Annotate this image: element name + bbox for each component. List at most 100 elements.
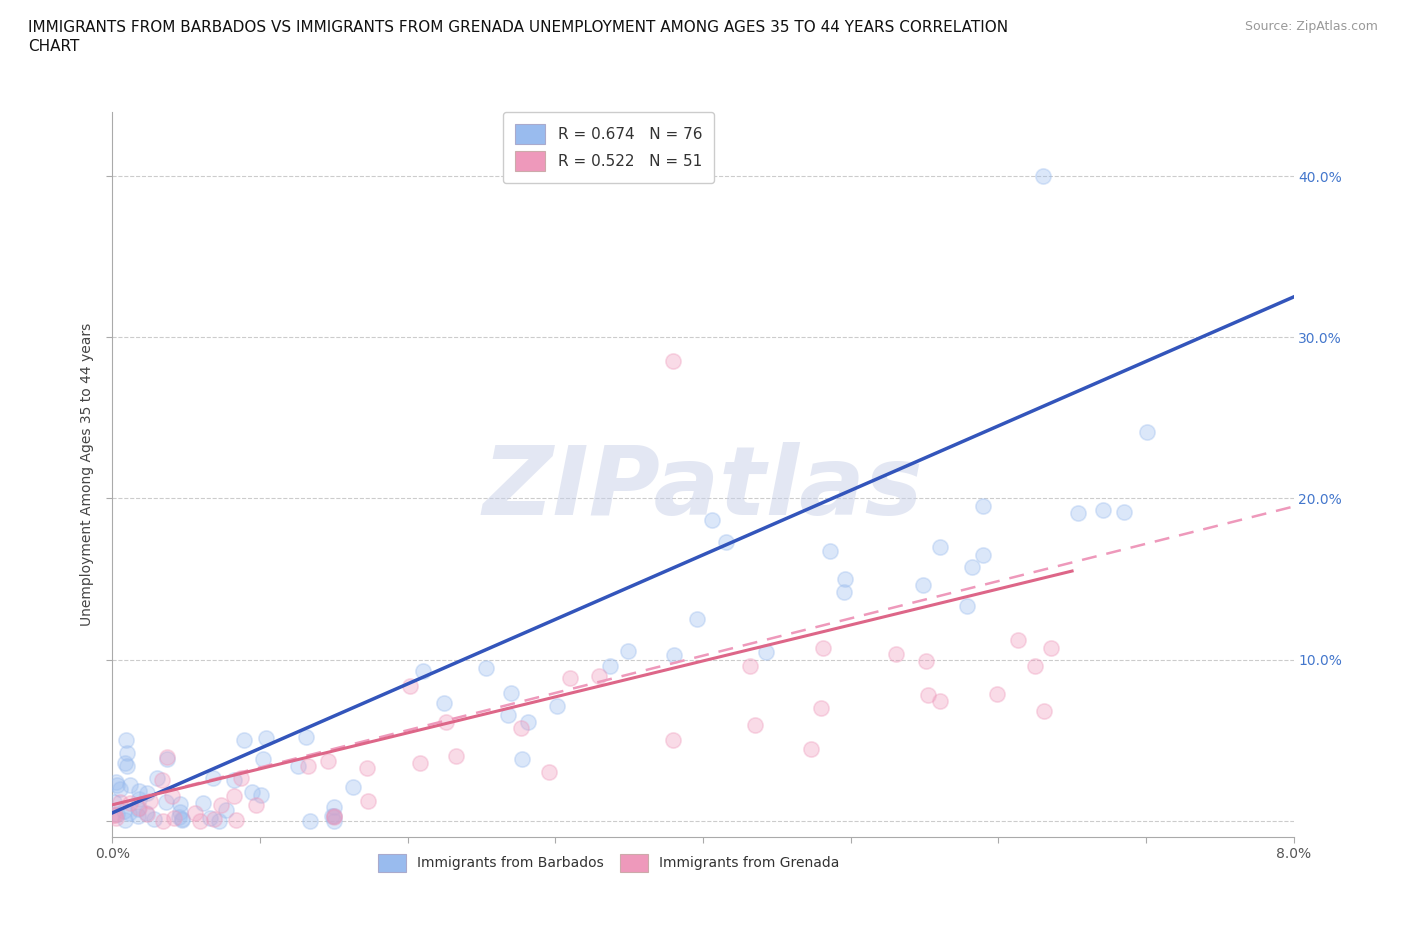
Point (104, 775, 127, 790)
Point (617, 644, 640, 658)
Point (342, 779, 364, 794)
Point (170, 812, 193, 827)
Point (184, 805, 207, 820)
Point (755, 644, 778, 659)
Point (986, 686, 1008, 701)
Point (316, 753, 339, 768)
Point (298, 814, 321, 829)
Point (295, 729, 318, 744)
Point (167, 810, 190, 825)
Point (685, 612, 707, 627)
Point (357, 794, 380, 809)
Point (914, 653, 936, 668)
Point (810, 700, 832, 715)
Point (1040, 641, 1063, 656)
Point (1067, 506, 1090, 521)
Point (172, 812, 194, 827)
Point (117, 746, 139, 761)
Point (198, 810, 221, 825)
Point (1024, 658, 1046, 673)
Point (105, 811, 128, 826)
Point (323, 808, 346, 823)
Point (150, 773, 173, 788)
Point (136, 807, 159, 822)
Point (104, 807, 127, 822)
Point (231, 771, 253, 786)
Point (496, 708, 519, 723)
Y-axis label: Unemployment Among Ages 35 to 44 years: Unemployment Among Ages 35 to 44 years (80, 323, 94, 626)
Point (115, 733, 138, 748)
Point (240, 785, 263, 800)
Point (962, 559, 984, 574)
Point (114, 813, 136, 828)
Point (225, 813, 247, 828)
Point (169, 804, 191, 819)
Point (127, 802, 149, 817)
Point (128, 791, 150, 806)
Point (399, 679, 422, 694)
Point (117, 759, 139, 774)
Point (108, 794, 131, 809)
Point (1007, 632, 1029, 647)
Point (956, 599, 979, 614)
Point (202, 812, 225, 827)
Point (800, 742, 823, 757)
Point (128, 784, 150, 799)
Point (208, 814, 231, 829)
Point (135, 805, 157, 820)
Point (323, 810, 346, 825)
Point (912, 578, 935, 593)
Point (245, 798, 267, 813)
Point (546, 698, 568, 713)
Text: ZIPatlas: ZIPatlas (482, 443, 924, 536)
Point (193, 796, 215, 811)
Point (929, 540, 952, 555)
Point (972, 548, 994, 563)
Point (820, 544, 842, 559)
Point (112, 804, 135, 818)
Point (972, 498, 994, 513)
Text: Source: ZipAtlas.com: Source: ZipAtlas.com (1244, 20, 1378, 33)
Point (599, 658, 621, 673)
Point (1032, 168, 1054, 183)
Point (297, 758, 319, 773)
Point (169, 797, 191, 812)
Point (120, 777, 142, 792)
Point (321, 808, 343, 823)
Point (740, 659, 762, 674)
Point (412, 664, 434, 679)
Legend: Immigrants from Barbados, Immigrants from Grenada: Immigrants from Barbados, Immigrants fro… (373, 848, 845, 877)
Point (156, 751, 179, 766)
Point (163, 811, 186, 826)
Point (224, 789, 246, 804)
Point (101, 807, 124, 822)
Point (1092, 502, 1115, 517)
Point (1033, 703, 1056, 718)
Point (834, 571, 856, 586)
Point (744, 718, 766, 733)
Point (884, 646, 907, 661)
Point (103, 794, 125, 809)
Point (152, 813, 174, 828)
Point (409, 755, 432, 770)
Point (474, 660, 496, 675)
Point (160, 789, 183, 804)
Point (501, 685, 523, 700)
Point (105, 806, 128, 821)
Point (156, 750, 179, 764)
Point (188, 814, 211, 829)
Point (143, 811, 166, 826)
Point (252, 751, 274, 766)
Point (1114, 505, 1136, 520)
Point (917, 688, 939, 703)
Point (118, 795, 141, 810)
Point (1136, 424, 1159, 439)
Point (215, 803, 238, 817)
Point (127, 808, 149, 823)
Point (138, 794, 160, 809)
Point (136, 786, 159, 801)
Point (509, 720, 531, 735)
Point (146, 771, 169, 786)
Point (108, 782, 131, 797)
Text: IMMIGRANTS FROM BARBADOS VS IMMIGRANTS FROM GRENADA UNEMPLOYMENT AMONG AGES 35 T: IMMIGRANTS FROM BARBADOS VS IMMIGRANTS F… (28, 20, 1008, 35)
